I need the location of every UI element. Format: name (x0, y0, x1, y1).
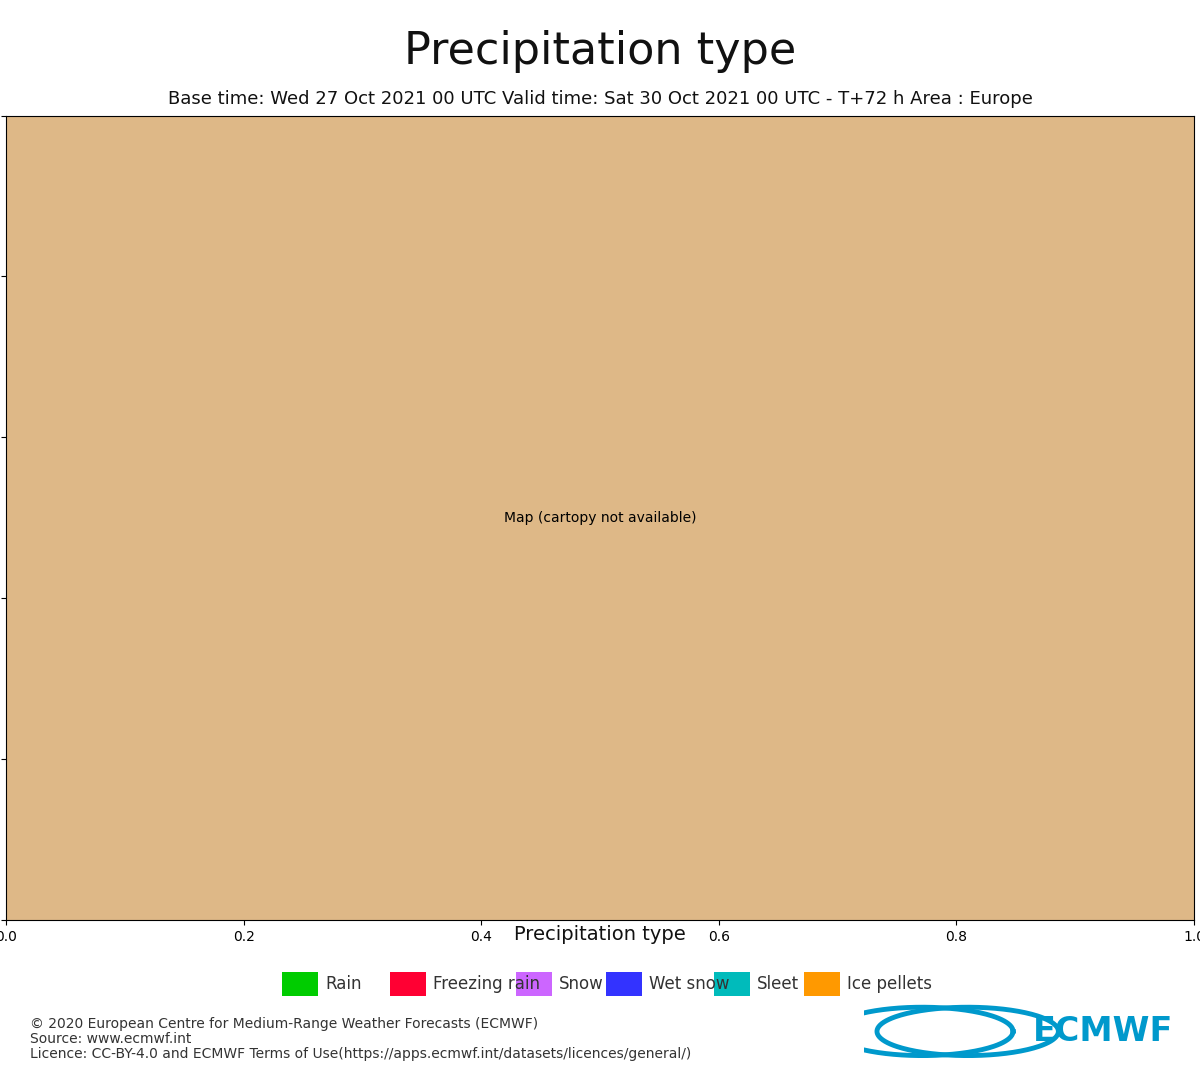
Text: Ice pellets: Ice pellets (847, 975, 932, 993)
Text: Precipitation type: Precipitation type (514, 924, 686, 944)
Text: Sleet: Sleet (757, 975, 799, 993)
Text: Base time: Wed 27 Oct 2021 00 UTC Valid time: Sat 30 Oct 2021 00 UTC - T+72 h Ar: Base time: Wed 27 Oct 2021 00 UTC Valid … (168, 91, 1032, 108)
Text: Freezing rain: Freezing rain (433, 975, 540, 993)
Text: Map (cartopy not available): Map (cartopy not available) (504, 511, 696, 525)
Text: Licence: CC-BY-4.0 and ECMWF Terms of Use(https://apps.ecmwf.int/datasets/licenc: Licence: CC-BY-4.0 and ECMWF Terms of Us… (30, 1048, 691, 1061)
Text: Precipitation type: Precipitation type (404, 30, 796, 73)
Text: © 2020 European Centre for Medium-Range Weather Forecasts (ECMWF): © 2020 European Centre for Medium-Range … (30, 1017, 538, 1030)
Text: Rain: Rain (325, 975, 361, 993)
Text: Wet snow: Wet snow (649, 975, 730, 993)
Text: Snow: Snow (559, 975, 604, 993)
Text: Source: www.ecmwf.int: Source: www.ecmwf.int (30, 1032, 191, 1045)
Text: ECMWF: ECMWF (1032, 1015, 1172, 1048)
